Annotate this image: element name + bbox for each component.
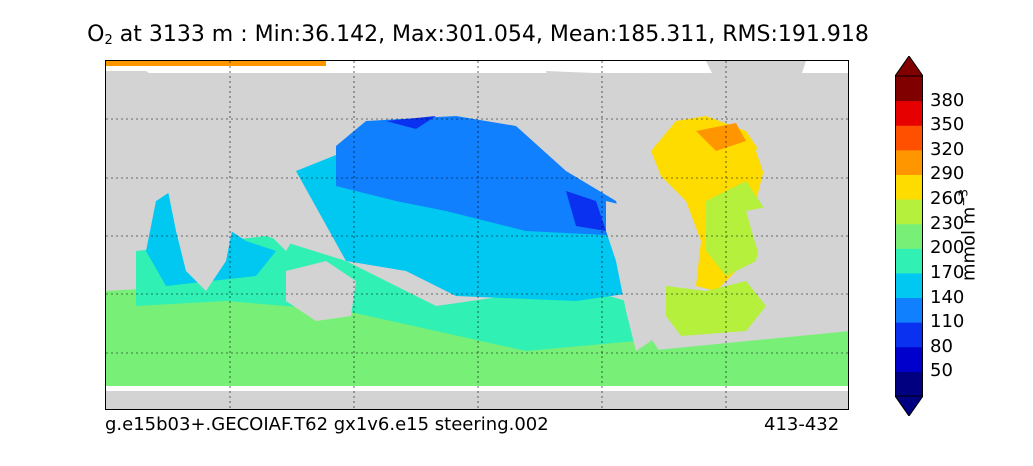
colorbar-swatch <box>895 199 923 225</box>
colorbar-swatch <box>895 125 923 151</box>
colorbar-tick-label: 290 <box>930 163 965 185</box>
colorbar-tick-label: 170 <box>930 261 965 283</box>
colorbar-swatch <box>895 272 923 299</box>
footer-case-name: g.e15b03+.GECOIAF.T62 gx1v6.e15 steering… <box>105 414 549 435</box>
colorbar-unit-label: mmol m−3 <box>956 188 980 282</box>
colorbar-tick-label: 50 <box>930 360 953 382</box>
colorbar-swatch <box>895 100 923 126</box>
colorbar-max-arrow <box>895 56 923 77</box>
plot-title: O2 at 3133 m : Min:36.142, Max:301.054, … <box>87 22 869 48</box>
colorbar-swatch <box>895 248 923 274</box>
colorbar-tick-label: 230 <box>930 212 965 234</box>
colorbar-tick-label: 110 <box>930 311 965 333</box>
colorbar <box>895 56 923 416</box>
ocean-map <box>105 60 849 410</box>
colorbar-swatch <box>895 223 923 249</box>
footer-years: 413-432 <box>764 414 840 435</box>
colorbar-tick-label: 380 <box>930 89 965 111</box>
colorbar-swatch <box>895 322 923 348</box>
colorbar-tick-label: 320 <box>930 138 965 160</box>
colorbar-tick-label: 80 <box>930 335 953 357</box>
colorbar-swatch <box>895 174 923 200</box>
colorbar-swatch <box>895 76 923 102</box>
colorbar-tick-label: 350 <box>930 114 965 136</box>
colorbar-min-arrow <box>895 395 923 416</box>
colorbar-swatch <box>895 346 923 372</box>
colorbar-swatch <box>895 149 923 175</box>
colorbar-tick-label: 260 <box>930 188 965 210</box>
colorbar-swatch <box>895 297 923 323</box>
stats-text: Min:36.142, Max:301.054, Mean:185.311, R… <box>254 22 869 47</box>
colorbar-tick-label: 200 <box>930 237 965 259</box>
colorbar-swatch <box>895 371 923 397</box>
colorbar-tick-label: 140 <box>930 286 965 308</box>
